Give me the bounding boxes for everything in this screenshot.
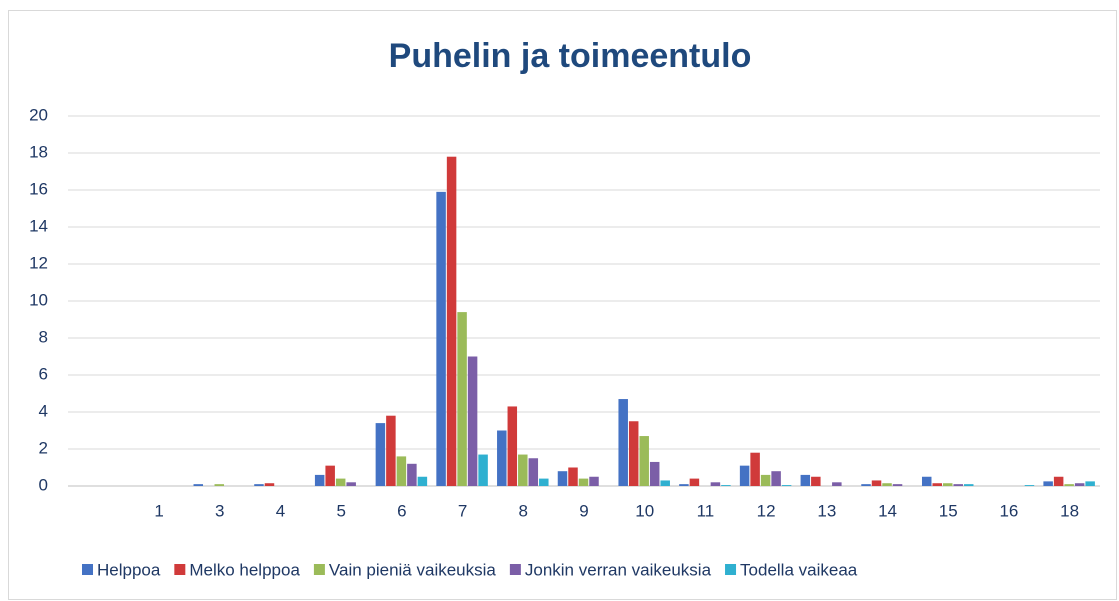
bar — [739, 465, 750, 486]
bar — [1064, 484, 1074, 486]
chart-border — [8, 10, 1117, 600]
bar — [467, 356, 478, 486]
bar — [832, 482, 842, 486]
bar — [407, 463, 417, 486]
bar — [325, 465, 335, 486]
bar — [568, 467, 578, 486]
bar — [618, 399, 628, 486]
y-tick-label: 12 — [29, 253, 48, 272]
x-tick-label: 14 — [878, 501, 897, 520]
bar — [375, 423, 386, 486]
legend-swatch — [509, 564, 521, 575]
y-tick-label: 10 — [29, 290, 48, 309]
bar — [457, 312, 467, 486]
y-tick-label: 16 — [29, 179, 48, 198]
x-tick-label: 1 — [154, 501, 163, 520]
bar — [578, 478, 589, 486]
x-tick-label: 15 — [939, 501, 958, 520]
bar — [386, 415, 396, 486]
bar — [254, 484, 264, 486]
bar — [478, 454, 488, 486]
legend-swatch — [313, 564, 325, 575]
bar — [689, 478, 700, 486]
bar — [781, 485, 792, 486]
x-tick-label: 13 — [817, 501, 836, 520]
legend-label: Vain pieniä vaikeuksia — [329, 560, 496, 579]
bar — [921, 476, 932, 486]
bar — [649, 461, 660, 486]
bar — [882, 483, 892, 486]
chart-title: Puhelin ja toimeentulo — [389, 37, 752, 75]
bar — [953, 484, 963, 486]
bar — [417, 476, 428, 486]
y-tick-label: 0 — [39, 475, 48, 494]
legend-label: Melko helppoa — [189, 560, 300, 579]
x-tick-label: 4 — [276, 501, 285, 520]
x-tick-label: 16 — [999, 501, 1018, 520]
bar — [942, 483, 953, 486]
bar — [446, 156, 457, 486]
legend-label: Todella vaikeaa — [740, 560, 858, 579]
bar — [539, 478, 549, 486]
legend-swatch — [82, 564, 93, 575]
bar — [396, 456, 407, 486]
y-tick-label: 6 — [39, 364, 48, 383]
bar — [800, 474, 811, 486]
legend-swatch — [725, 564, 737, 575]
legend-label: Jonkin verran vaikeuksia — [525, 560, 712, 579]
bar — [589, 476, 599, 486]
y-tick-label: 18 — [29, 142, 48, 161]
bar — [1024, 485, 1035, 486]
x-tick-label: 5 — [336, 501, 345, 520]
bar — [1043, 481, 1053, 486]
bar — [721, 485, 731, 486]
bar — [193, 484, 204, 486]
bar — [1053, 476, 1064, 486]
y-tick-label: 4 — [39, 401, 48, 420]
x-tick-label: 18 — [1060, 501, 1079, 520]
bar — [335, 478, 346, 486]
bar — [557, 471, 568, 486]
bar — [660, 480, 670, 486]
bar — [639, 436, 649, 486]
bar — [679, 484, 689, 486]
bar — [1074, 483, 1085, 486]
x-tick-label: 11 — [697, 501, 715, 520]
x-tick-label: 8 — [519, 501, 528, 520]
bar — [214, 484, 225, 486]
bar — [892, 484, 903, 486]
bar — [264, 483, 275, 486]
bar — [932, 483, 942, 486]
legend-label: Helppoa — [97, 560, 161, 579]
bar — [628, 421, 639, 486]
x-tick-label: 3 — [215, 501, 224, 520]
bar — [518, 454, 528, 486]
legend-swatch — [174, 564, 186, 575]
bar — [861, 484, 871, 486]
bar — [771, 471, 781, 486]
bar — [528, 458, 539, 486]
bar — [1085, 481, 1095, 486]
y-tick-label: 14 — [29, 216, 48, 235]
x-tick-label: 7 — [458, 501, 467, 520]
x-tick-label: 9 — [579, 501, 588, 520]
bar — [871, 480, 882, 486]
bar — [314, 474, 325, 486]
y-tick-label: 2 — [39, 438, 48, 457]
bar — [497, 430, 507, 486]
x-tick-label: 12 — [757, 501, 776, 520]
bar — [436, 191, 446, 486]
bar — [750, 452, 760, 486]
x-tick-label: 10 — [635, 501, 654, 520]
bar — [710, 482, 721, 486]
bar — [811, 476, 821, 486]
y-tick-label: 20 — [29, 105, 48, 124]
x-tick-label: 6 — [397, 501, 406, 520]
bar — [507, 406, 518, 486]
y-tick-label: 8 — [39, 327, 48, 346]
bar — [963, 484, 974, 486]
bar — [346, 482, 356, 486]
bar — [760, 474, 771, 486]
